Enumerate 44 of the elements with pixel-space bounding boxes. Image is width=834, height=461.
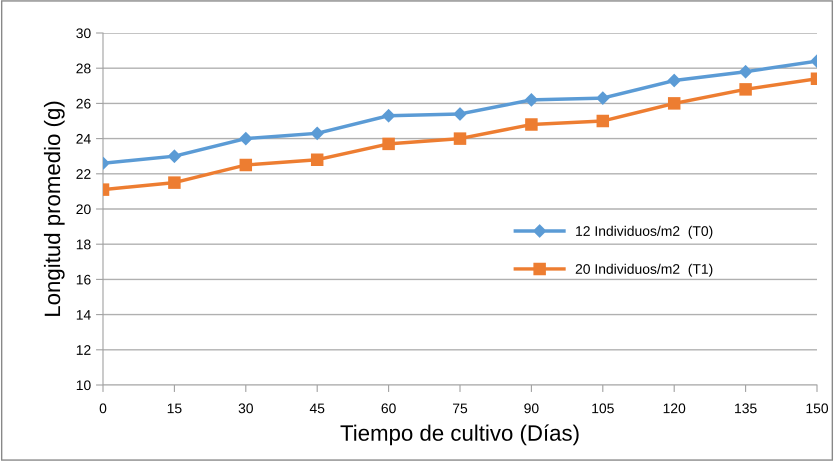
y-tick-label: 12 [76, 345, 90, 355]
y-tick-label: 14 [76, 310, 91, 320]
y-tick-label: 28 [76, 64, 91, 74]
x-tick-label: 75 [452, 404, 468, 414]
x-tick-label: 30 [238, 403, 253, 414]
x-tick-label: 120 [664, 403, 686, 414]
x-tick-label: 15 [168, 404, 182, 414]
point [668, 74, 681, 88]
x-axis-title: Tiempo de cultivo (Días) [340, 424, 579, 446]
x-tick-label: 0 [100, 403, 106, 414]
point [453, 107, 467, 121]
x-tick-label: 105 [592, 403, 614, 414]
point [382, 109, 396, 122]
x-tick-label: 60 [382, 403, 396, 414]
point [596, 92, 610, 105]
y-tick-label: 24 [76, 134, 91, 144]
point [310, 153, 324, 166]
point [454, 132, 466, 145]
point [596, 114, 610, 128]
point [739, 83, 752, 96]
point [668, 97, 680, 110]
y-tick-label: 30 [76, 28, 91, 38]
point [168, 176, 181, 189]
point [240, 158, 252, 172]
y-tick-label: 10 [76, 380, 91, 390]
x-tick-label: 90 [524, 403, 539, 414]
point [310, 126, 324, 140]
point [525, 118, 538, 131]
point [739, 65, 752, 78]
legend-label: 12 Individuos/m2 (T0) [576, 226, 712, 239]
point [524, 93, 538, 106]
y-axis-title: Longitud promedio (g) [44, 102, 65, 316]
legend-label: 20 Individuos/m2 (T1) [576, 264, 712, 277]
point [239, 132, 252, 146]
x-tick-label: 135 [735, 403, 757, 414]
point [168, 150, 181, 163]
point [382, 138, 395, 150]
y-tick-label: 16 [76, 274, 91, 285]
x-tick-label: 45 [310, 404, 324, 414]
x-tick-label: 150 [806, 403, 828, 414]
y-tick-label: 22 [76, 169, 90, 179]
y-tick-label: 18 [76, 240, 91, 250]
y-tick-label: 26 [76, 98, 91, 109]
y-tick-label: 20 [76, 204, 91, 214]
